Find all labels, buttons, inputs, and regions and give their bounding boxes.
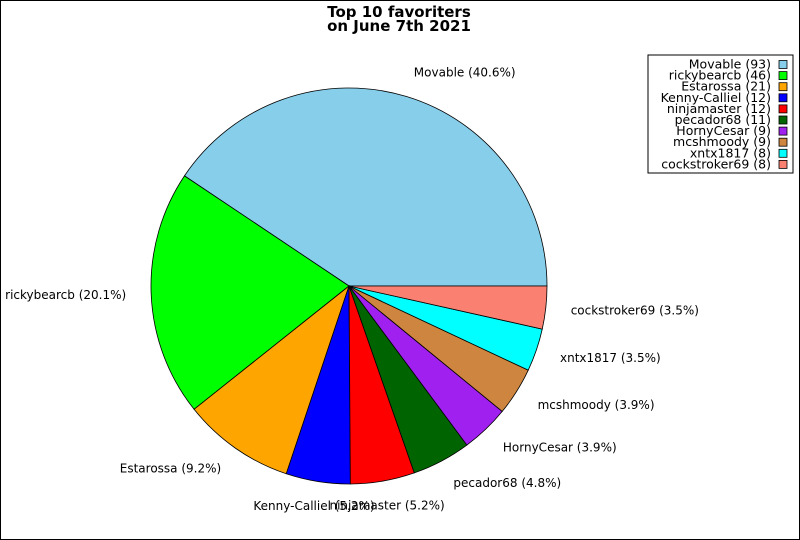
pie-slice-cockstroker69 [348, 285, 548, 330]
legend-swatch-kenny-calliel [778, 93, 788, 103]
legend-swatch-cockstroker69 [778, 159, 788, 169]
legend-swatch-estarossa [778, 82, 788, 92]
legend-label-kenny-calliel: Kenny-Calliel (12) [661, 90, 771, 105]
legend-label-cockstroker69: cockstroker69 (8) [661, 156, 771, 171]
slice-label-cockstroker69: cockstroker69 (3.5%) [571, 303, 699, 317]
legend-label-rickybearcb: rickybearcb (46) [669, 68, 771, 83]
chart-title-line-2: on June 7th 2021 [327, 17, 471, 35]
chart-title-line-1: Top 10 favoriters [327, 3, 471, 21]
legend: Movable (93)rickybearcb (46)Estarossa (2… [647, 54, 794, 174]
pie-slice-rickybearcb [150, 175, 350, 410]
legend-label-pecador68: pecador68 (11) [675, 112, 771, 127]
legend-swatch-ninjamaster [778, 104, 788, 114]
legend-label-movable: Movable (93) [689, 57, 771, 72]
pie-slices [150, 87, 548, 485]
slice-label-hornycesar: HornyCesar (3.9%) [503, 440, 617, 454]
slice-label-xntx1817: xntx1817 (3.5%) [560, 351, 661, 365]
legend-swatch-movable [778, 60, 788, 69]
pie-labels: Movable (40.6%) rickybearcb (20.1%) Estaro… [5, 66, 699, 514]
legend-label-hornycesar: HornyCesar (9) [676, 123, 771, 138]
legend-label-ninjamaster: ninjamaster (12) [667, 101, 771, 116]
slice-label-movable: Movable (40.6%) [414, 66, 516, 80]
slice-label-kenny-calliel: Kenny-Calliel (5.2%) [253, 499, 374, 513]
legend-swatch-rickybearcb [778, 71, 788, 80]
legend-label-xntx1817: xntx1817 (8) [690, 145, 771, 160]
legend-swatch-xntx1817 [778, 148, 788, 158]
slice-label-rickybearcb: rickybearcb (20.1%) [5, 288, 126, 302]
legend-swatch-mcshmoody [778, 137, 788, 147]
legend-label-estarossa: Estarossa (21) [681, 79, 771, 94]
slice-label-ninjamaster: ninjamaster (5.2%) [329, 499, 444, 513]
slice-label-estarossa: Estarossa (9.2%) [120, 462, 221, 476]
slice-label-pecador68: pecador68 (4.8%) [453, 476, 561, 490]
legend-label-mcshmoody: mcshmoody (9) [673, 134, 771, 149]
slice-label-mcshmoody: mcshmoody (3.9%) [538, 398, 655, 412]
pie-slice-estarossa [193, 284, 350, 475]
legend-swatch-hornycesar [778, 126, 788, 136]
legend-swatch-pecador68 [778, 115, 788, 125]
legend-box [647, 54, 794, 174]
